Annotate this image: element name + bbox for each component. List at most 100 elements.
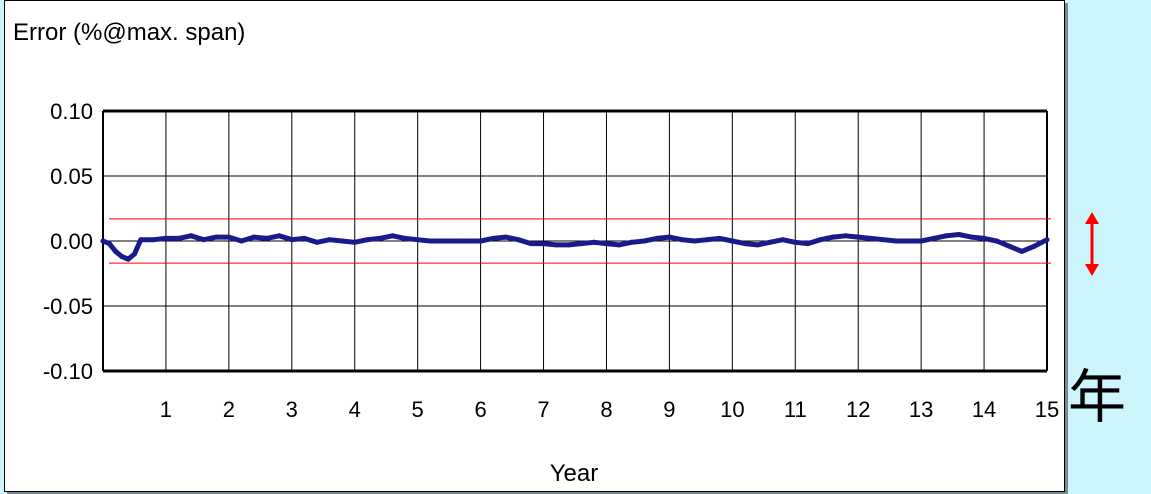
error-data-point <box>377 235 383 241</box>
x-axis-title: Year <box>550 460 599 487</box>
error-data-point <box>981 235 987 241</box>
error-data-point <box>452 238 458 244</box>
y-tick-label: 0.05 <box>50 164 93 189</box>
x-tick-label: 3 <box>286 397 298 422</box>
error-data-point <box>503 234 509 240</box>
error-data-point <box>704 237 710 243</box>
error-data-point <box>956 232 962 237</box>
year-kanji-label: 年 <box>1068 363 1127 431</box>
error-data-point <box>843 233 849 239</box>
error-data-point <box>528 241 534 247</box>
error-data-point <box>616 242 622 248</box>
x-tick-label: 8 <box>600 397 612 422</box>
error-data-point <box>767 239 773 245</box>
error-data-point <box>553 242 559 248</box>
error-data-point <box>994 238 1000 244</box>
error-data-point <box>654 235 660 241</box>
error-data-point <box>906 238 912 244</box>
error-data-point <box>389 233 395 239</box>
error-data-point <box>578 241 584 247</box>
error-data-point <box>880 237 886 243</box>
error-data-point <box>163 235 169 241</box>
x-tick-label: 11 <box>784 397 807 422</box>
error-data-point <box>415 237 421 243</box>
error-data-point <box>125 256 131 262</box>
error-data-point <box>868 235 874 241</box>
x-tick-label: 9 <box>663 397 675 422</box>
error-data-point <box>131 251 137 257</box>
x-tick-label: 7 <box>537 397 549 422</box>
series-layer <box>100 232 1050 262</box>
error-data-point <box>100 238 106 244</box>
error-data-point <box>238 238 244 244</box>
error-data-point <box>150 237 156 243</box>
error-data-point <box>943 233 949 239</box>
tick-labels: 1 2 3 4 5 6 7 8 9 10 11 12 13 14 150.100.050.00-0.05-0… <box>43 99 1059 422</box>
error-data-point <box>226 234 232 240</box>
error-data-point <box>201 237 207 243</box>
x-tick-label: 4 <box>349 397 361 422</box>
error-data-point <box>138 237 144 243</box>
error-data-point <box>817 237 823 243</box>
error-data-point <box>289 237 295 243</box>
error-data-point <box>251 234 257 240</box>
y-tick-label: 0.10 <box>50 99 93 124</box>
error-data-point <box>106 241 112 247</box>
error-data-point <box>566 242 572 248</box>
x-tick-label: 1 <box>160 397 172 422</box>
x-tick-label: 10 <box>720 397 744 422</box>
error-data-point <box>1019 248 1025 254</box>
error-data-point <box>755 242 761 248</box>
error-data-point <box>1006 243 1012 249</box>
error-data-point <box>515 237 521 243</box>
error-data-point <box>641 238 647 244</box>
error-data-point <box>742 241 748 247</box>
error-data-point <box>679 237 685 243</box>
error-data-point <box>855 234 861 240</box>
x-tick-label: 13 <box>909 397 933 422</box>
error-data-point <box>830 234 836 240</box>
tolerance-band <box>109 218 1051 264</box>
error-data-point <box>1044 237 1050 243</box>
error-data-point <box>176 235 182 241</box>
error-data-point <box>364 237 370 243</box>
error-data-point <box>478 238 484 244</box>
error-data-point <box>276 233 282 239</box>
x-tick-label: 5 <box>412 397 424 422</box>
error-data-point <box>113 248 119 254</box>
error-data-point <box>490 235 496 241</box>
error-data-point <box>352 239 358 245</box>
chart-frame: Error (%@max. span) 1 2 3 4 5 6 7 8 9 10 11 12 13 14 1… <box>4 0 1065 492</box>
error-data-point <box>301 235 307 241</box>
error-data-point <box>314 239 320 245</box>
error-data-point <box>893 238 899 244</box>
y-tick-label: -0.10 <box>43 359 93 384</box>
error-data-point <box>119 254 125 260</box>
error-data-point <box>780 237 786 243</box>
error-data-point <box>213 234 219 240</box>
error-chart: Error (%@max. span) 1 2 3 4 5 6 7 8 9 10 11 12 13 14 1… <box>13 19 1059 487</box>
chart-title: Error (%@max. span) <box>13 19 245 46</box>
error-data-point <box>629 239 635 245</box>
error-data-point <box>1031 243 1037 249</box>
y-tick-label: -0.05 <box>43 294 93 319</box>
x-tick-label: 15 <box>1035 397 1059 422</box>
error-data-point <box>427 238 433 244</box>
error-data-point <box>188 233 194 239</box>
error-data-point <box>918 238 924 244</box>
error-data-point <box>692 238 698 244</box>
error-data-point <box>591 239 597 245</box>
x-tick-label: 12 <box>846 397 870 422</box>
error-data-point <box>327 237 333 243</box>
error-data-point <box>792 239 798 245</box>
x-tick-label: 14 <box>972 397 996 422</box>
error-data-point <box>339 238 345 244</box>
error-data-point <box>264 235 270 241</box>
error-data-point <box>968 234 974 240</box>
x-tick-label: 2 <box>223 397 235 422</box>
double-headed-arrow-icon <box>1085 212 1099 276</box>
error-data-point <box>717 235 723 241</box>
error-data-point <box>666 234 672 240</box>
error-data-point <box>603 241 609 247</box>
error-data-point <box>931 235 937 241</box>
